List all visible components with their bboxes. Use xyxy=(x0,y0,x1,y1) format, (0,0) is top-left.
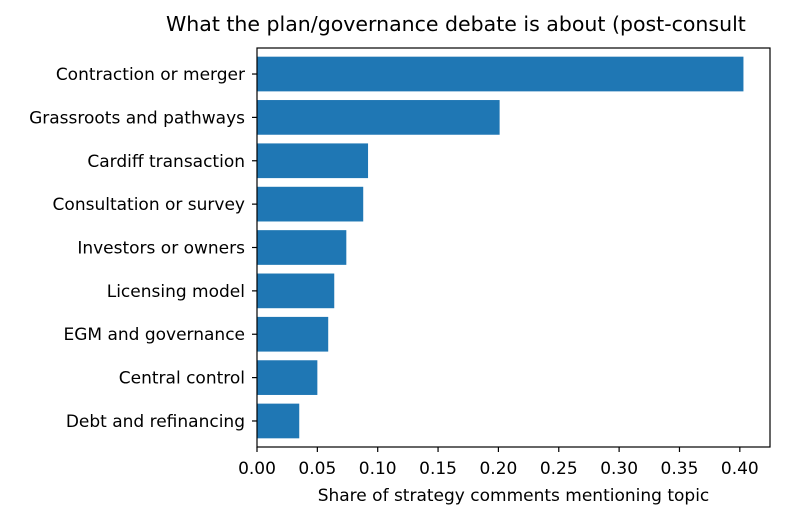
x-axis-title: Share of strategy comments mentioning to… xyxy=(318,486,710,506)
bar xyxy=(257,403,300,439)
x-axis-ticks: 0.00 0.05 0.10 0.15 0.20 0.25 0.30 0.35 0.40 xyxy=(238,447,759,479)
y-tick-label: Grassroots and pathways xyxy=(29,108,245,128)
bar xyxy=(257,316,329,352)
bars xyxy=(257,56,744,439)
bar xyxy=(257,230,347,265)
x-tick-label: 0.00 xyxy=(238,459,276,479)
y-tick-label: Debt and refinancing xyxy=(66,412,245,432)
x-tick-label: 0.35 xyxy=(661,459,699,479)
y-tick-label: Contraction or merger xyxy=(56,65,245,85)
bar xyxy=(257,100,500,135)
x-tick-label: 0.15 xyxy=(419,459,457,479)
bar xyxy=(257,273,335,309)
x-tick-label: 0.40 xyxy=(721,459,759,479)
bar xyxy=(257,360,318,395)
x-tick-label: 0.10 xyxy=(359,459,397,479)
x-tick-label: 0.30 xyxy=(600,459,638,479)
x-tick-label: 0.25 xyxy=(540,459,578,479)
y-tick-label: EGM and governance xyxy=(63,325,245,345)
y-axis-tick-labels: Contraction or merger Grassroots and path… xyxy=(29,65,257,432)
chart-title: What the plan/governance debate is about… xyxy=(166,12,746,36)
x-tick-label: 0.20 xyxy=(479,459,517,479)
y-tick-label: Licensing model xyxy=(107,282,245,302)
y-tick-label: Consultation or survey xyxy=(53,195,245,215)
y-tick-label: Investors or owners xyxy=(77,239,245,259)
bar xyxy=(257,143,369,179)
x-tick-label: 0.05 xyxy=(298,459,336,479)
bar xyxy=(257,186,364,222)
plot-area-frame xyxy=(256,47,771,448)
y-tick-label: Cardiff transaction xyxy=(87,152,245,172)
y-tick-label: Central control xyxy=(119,369,245,389)
bar xyxy=(257,56,744,92)
